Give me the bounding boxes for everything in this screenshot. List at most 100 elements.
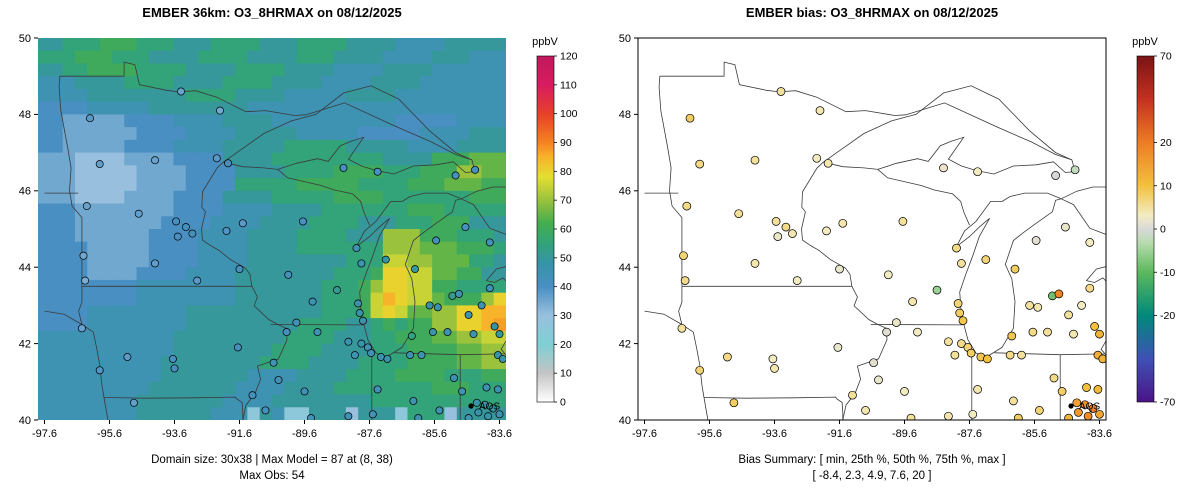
raster-cell xyxy=(38,330,51,345)
raster-cell xyxy=(50,127,64,141)
colorbar-tick-label: 80 xyxy=(560,166,572,178)
raster-cell xyxy=(210,254,224,268)
station-dot xyxy=(474,408,483,417)
raster-cell xyxy=(99,88,113,103)
raster-cell xyxy=(469,318,482,332)
raster-cell xyxy=(235,394,248,408)
station-dot xyxy=(1031,236,1041,245)
raster-cell xyxy=(333,63,347,77)
raster-cell xyxy=(161,292,174,306)
raster-cell xyxy=(419,139,433,154)
raster-cell xyxy=(481,127,495,141)
station-dot xyxy=(1095,329,1104,339)
raster-cell xyxy=(358,394,372,408)
left-caption-line2: Max Obs: 54 xyxy=(239,470,305,482)
right-caption-line1: Bias Summary: [ min, 25th %, 50th %, 75t… xyxy=(738,454,1005,466)
raster-cell xyxy=(272,381,285,396)
raster-cell xyxy=(444,305,458,319)
raster-cell xyxy=(284,356,298,370)
raster-cell xyxy=(74,343,88,357)
colorbar-tick-label: 30 xyxy=(560,310,572,322)
raster-cell xyxy=(198,254,211,268)
raster-cell xyxy=(148,139,162,154)
raster-cell xyxy=(296,63,310,77)
raster-cell xyxy=(333,203,347,217)
raster-cell xyxy=(62,152,76,166)
raster-cell xyxy=(198,241,211,255)
station-dot xyxy=(900,387,909,396)
raster-cell xyxy=(74,76,88,90)
raster-cell xyxy=(50,241,64,255)
raster-cell xyxy=(185,369,199,383)
raster-cell xyxy=(395,229,408,243)
raster-cell xyxy=(382,229,396,243)
raster-cell xyxy=(148,203,162,217)
raster-cell xyxy=(382,38,396,52)
raster-cell xyxy=(272,394,285,408)
raster-cell xyxy=(358,76,372,90)
station-dot xyxy=(1080,400,1090,410)
raster-cell xyxy=(284,127,298,141)
raster-cell xyxy=(407,50,421,64)
raster-cell xyxy=(321,381,335,396)
raster-cell xyxy=(469,356,482,370)
raster-cell xyxy=(124,267,138,281)
raster-cell xyxy=(87,267,101,281)
raster-cell xyxy=(235,190,248,205)
raster-cell xyxy=(407,139,421,154)
raster-cell xyxy=(99,292,113,306)
raster-cell xyxy=(284,203,298,217)
raster-cell xyxy=(136,88,150,103)
raster-cell xyxy=(62,63,76,77)
raster-cell xyxy=(198,50,211,64)
raster-cell xyxy=(456,318,470,332)
raster-cell xyxy=(345,190,359,205)
raster-cell xyxy=(358,203,372,217)
raster-cell xyxy=(136,330,150,345)
raster-cell xyxy=(222,178,236,192)
boundary-line xyxy=(644,286,683,326)
raster-cell xyxy=(456,203,470,217)
raster-cell xyxy=(432,178,445,192)
raster-cell xyxy=(185,254,199,268)
raster-cell xyxy=(38,254,51,268)
raster-cell xyxy=(333,127,347,141)
raster-cell xyxy=(173,267,187,281)
raster-cell xyxy=(469,381,482,396)
station-dot xyxy=(212,154,221,163)
station-dot xyxy=(771,217,781,226)
raster-cell xyxy=(407,76,421,90)
boundary-line xyxy=(956,192,1062,358)
colorbar-tick-label: 20 xyxy=(1160,137,1172,149)
station-dot xyxy=(82,202,91,211)
raster-cell xyxy=(296,229,310,243)
raster-cell xyxy=(419,318,433,332)
raster-cell xyxy=(62,190,76,205)
raster-cell xyxy=(62,101,76,115)
raster-cell xyxy=(38,165,51,179)
raster-cell xyxy=(382,241,396,255)
raster-cell xyxy=(382,267,396,281)
station-dot xyxy=(493,385,502,394)
raster-cell xyxy=(382,407,396,420)
raster-cell xyxy=(358,216,372,230)
raster-cell xyxy=(111,165,125,179)
raster-cell xyxy=(161,38,174,52)
raster-cell xyxy=(296,267,310,281)
raster-cell xyxy=(124,165,138,179)
raster-cell xyxy=(358,101,372,115)
raster-cell xyxy=(124,330,138,345)
raster-cell xyxy=(444,50,458,64)
raster-cell xyxy=(419,229,433,243)
raster-cell xyxy=(173,241,187,255)
raster-cell xyxy=(321,114,335,128)
raster-cell xyxy=(111,267,125,281)
raster-cell xyxy=(62,381,76,396)
raster-cell xyxy=(62,279,76,294)
raster-cell xyxy=(247,318,261,332)
raster-cell xyxy=(308,343,322,357)
raster-cell xyxy=(321,356,335,370)
raster-cell xyxy=(99,394,113,408)
raster-cell xyxy=(481,152,495,166)
raster-cell xyxy=(38,63,51,77)
